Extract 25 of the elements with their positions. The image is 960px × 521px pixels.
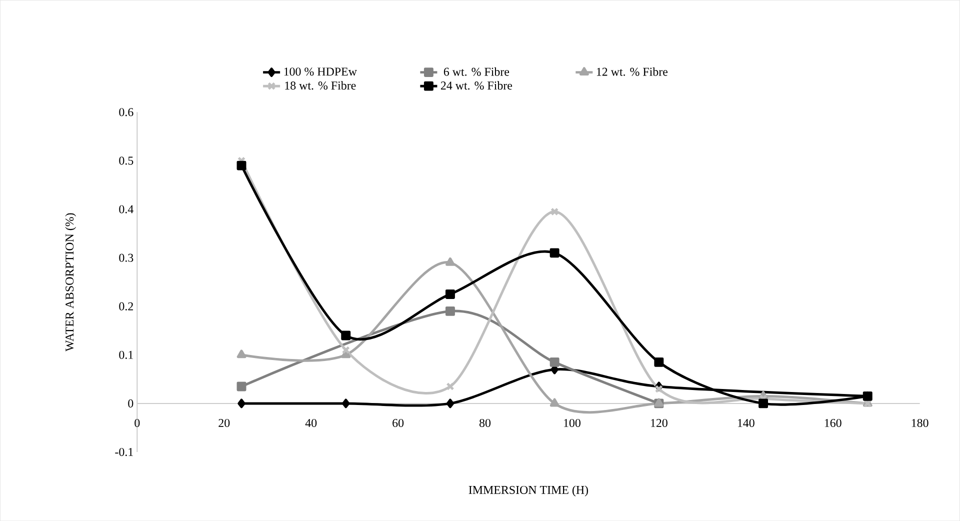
x-tick-label: 20 — [218, 418, 230, 427]
legend-label: 24 wt. % Fibre — [440, 81, 512, 90]
y-tick-label: 0.5 — [119, 156, 134, 165]
legend-label: 12 wt. % Fibre — [596, 67, 668, 76]
x-tick-label: 0 — [134, 418, 140, 427]
x-tick-label: 80 — [479, 418, 491, 427]
y-axis-title: WATER ABSORPTION (%) — [65, 213, 76, 352]
x-tick-label: 60 — [392, 418, 404, 427]
x-axis-title: IMMERSION TIME (H) — [468, 485, 588, 496]
legend-label: 100 % HDPEw — [284, 68, 357, 76]
y-tick-label: 0.1 — [119, 350, 133, 359]
x-tick-label: 180 — [912, 418, 928, 427]
y-tick-label: 0.6 — [119, 108, 134, 116]
legend-label: 18 wt. % Fibre — [285, 81, 356, 90]
x-tick-label: 100 — [564, 418, 580, 427]
x-tick-label: 160 — [824, 418, 842, 427]
y-tick-label: 0.4 — [119, 205, 134, 214]
x-tick-label: 140 — [738, 418, 754, 427]
y-tick-label: 0.2 — [119, 302, 133, 310]
legend-label: 6 wt. % Fibre — [444, 67, 510, 76]
y-tick-label: 0.3 — [119, 254, 134, 262]
x-tick-label: 120 — [651, 418, 668, 427]
x-tick-label: 40 — [305, 418, 317, 427]
y-tick-label: 0 — [128, 399, 134, 408]
y-tick-label: -0.1 — [115, 448, 133, 456]
